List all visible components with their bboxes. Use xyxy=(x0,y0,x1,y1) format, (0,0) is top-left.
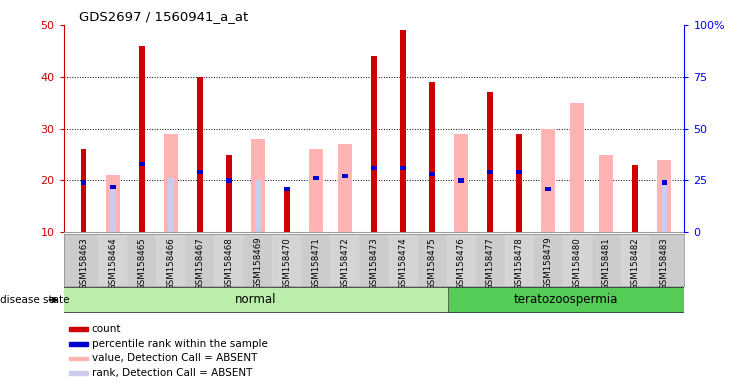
Bar xyxy=(215,234,243,286)
Bar xyxy=(110,187,115,232)
Bar xyxy=(69,342,88,346)
Bar xyxy=(372,166,376,170)
Bar xyxy=(272,234,301,286)
Bar xyxy=(599,154,613,232)
Bar xyxy=(69,357,88,360)
Text: GSM158473: GSM158473 xyxy=(370,237,378,290)
Bar xyxy=(570,103,584,232)
Text: teratozoospermia: teratozoospermia xyxy=(514,293,619,306)
Bar xyxy=(309,149,323,232)
Bar xyxy=(284,187,289,191)
Text: value, Detection Call = ABSENT: value, Detection Call = ABSENT xyxy=(91,353,257,364)
Bar xyxy=(227,154,232,232)
Bar xyxy=(454,134,468,232)
Bar xyxy=(545,187,551,191)
Bar xyxy=(516,170,521,174)
Text: normal: normal xyxy=(235,293,277,306)
Text: GSM158468: GSM158468 xyxy=(224,237,233,290)
Text: GSM158480: GSM158480 xyxy=(572,237,582,290)
Bar xyxy=(82,149,87,232)
Bar xyxy=(476,234,505,286)
Bar xyxy=(227,179,232,182)
Bar xyxy=(360,234,388,286)
Bar xyxy=(562,234,592,286)
Bar xyxy=(400,30,405,232)
Text: count: count xyxy=(91,324,121,334)
Bar xyxy=(197,170,203,174)
Text: GSM158483: GSM158483 xyxy=(660,237,669,290)
Bar xyxy=(388,234,417,286)
Bar xyxy=(488,92,493,232)
Text: disease state: disease state xyxy=(0,295,70,305)
Bar xyxy=(70,234,99,286)
Text: GSM158463: GSM158463 xyxy=(79,237,88,290)
Bar xyxy=(127,234,156,286)
Bar xyxy=(447,234,476,286)
Bar xyxy=(449,288,684,311)
Bar xyxy=(69,327,88,331)
Bar xyxy=(284,191,289,232)
Bar xyxy=(139,46,144,232)
Bar xyxy=(338,144,352,232)
Bar xyxy=(313,176,319,180)
Text: GSM158478: GSM158478 xyxy=(515,237,524,290)
Bar xyxy=(301,234,331,286)
Bar xyxy=(105,175,120,232)
Bar xyxy=(156,234,186,286)
Bar xyxy=(661,180,666,185)
Bar xyxy=(251,139,266,232)
Text: rank, Detection Call = ABSENT: rank, Detection Call = ABSENT xyxy=(91,368,252,378)
Bar xyxy=(64,288,447,311)
Bar xyxy=(633,165,638,232)
Bar xyxy=(661,180,666,232)
Bar xyxy=(255,180,260,232)
Text: percentile rank within the sample: percentile rank within the sample xyxy=(91,339,268,349)
Bar xyxy=(488,170,493,174)
Bar xyxy=(649,234,678,286)
Text: GSM158467: GSM158467 xyxy=(195,237,204,290)
Text: GSM158470: GSM158470 xyxy=(283,237,292,290)
Bar xyxy=(186,234,215,286)
Bar xyxy=(429,82,435,232)
Bar xyxy=(516,134,521,232)
Bar xyxy=(164,134,178,232)
Bar xyxy=(533,234,562,286)
Text: GDS2697 / 1560941_a_at: GDS2697 / 1560941_a_at xyxy=(79,10,248,23)
Text: GSM158477: GSM158477 xyxy=(485,237,494,290)
Bar xyxy=(505,234,533,286)
Text: GSM158472: GSM158472 xyxy=(340,237,349,290)
Text: GSM158482: GSM158482 xyxy=(631,237,640,290)
Bar xyxy=(592,234,621,286)
Bar xyxy=(621,234,649,286)
Text: GSM158474: GSM158474 xyxy=(399,237,408,290)
Text: GSM158479: GSM158479 xyxy=(544,237,553,290)
Text: GSM158476: GSM158476 xyxy=(456,237,465,290)
Bar xyxy=(372,56,376,232)
Bar xyxy=(400,166,405,170)
Bar xyxy=(657,160,672,232)
Bar xyxy=(110,185,115,189)
Bar xyxy=(243,234,272,286)
Text: GSM158466: GSM158466 xyxy=(166,237,176,290)
Text: GSM158475: GSM158475 xyxy=(428,237,437,290)
Bar xyxy=(99,234,127,286)
Bar xyxy=(69,371,88,375)
Bar xyxy=(459,179,464,182)
Bar xyxy=(417,234,447,286)
Bar xyxy=(139,162,144,166)
Text: GSM158471: GSM158471 xyxy=(311,237,320,290)
Bar xyxy=(541,129,555,232)
Text: GSM158465: GSM158465 xyxy=(138,237,147,290)
Bar xyxy=(82,180,87,185)
Bar xyxy=(429,172,435,176)
Bar xyxy=(331,234,360,286)
Text: GSM158464: GSM158464 xyxy=(108,237,117,290)
Text: GSM158469: GSM158469 xyxy=(254,237,263,290)
Bar xyxy=(343,174,348,179)
Text: GSM158481: GSM158481 xyxy=(601,237,610,290)
Bar xyxy=(197,77,203,232)
Bar xyxy=(168,179,174,232)
